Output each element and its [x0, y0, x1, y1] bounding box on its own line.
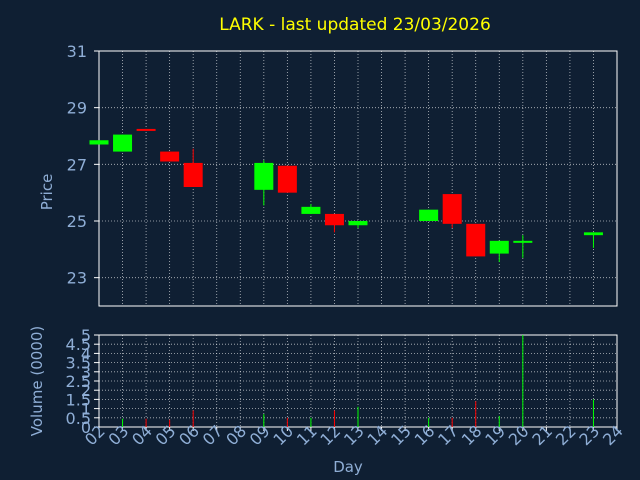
chart-title: LARK - last updated 23/03/2026 [219, 15, 491, 35]
volume-y-tick-label: 0 [81, 418, 91, 437]
price-panel: 23 25 27 29 31 [67, 42, 618, 307]
candle-body [466, 223, 486, 257]
candle-body [254, 162, 274, 190]
candle-body [513, 240, 533, 243]
price-y-tick-label: 23 [67, 269, 87, 288]
candle-body [301, 206, 321, 214]
price-y-tick-label: 29 [67, 99, 87, 118]
candle-body [89, 140, 109, 145]
volume-y-tick-label: 5 [81, 326, 91, 345]
candle-body [583, 232, 603, 236]
price-axis-label: Price [38, 174, 56, 211]
price-y-tick-label: 27 [67, 155, 87, 174]
candle-body [277, 165, 297, 193]
candle-body [183, 162, 203, 187]
volume-y-tick-label: 4.5 [66, 335, 91, 354]
price-y-tick-label: 25 [67, 212, 87, 231]
volume-panel: 00.511.522.533.544.550203040506070809101… [66, 326, 627, 449]
volume-y-tick-label: 4 [81, 344, 91, 363]
candle-body [136, 128, 156, 131]
volume-y-tick-label: 3.5 [66, 354, 91, 373]
volume-y-tick-label: 2 [81, 381, 91, 400]
candle-body [442, 194, 462, 224]
volume-y-tick-label: 1 [81, 400, 91, 419]
candle-body [160, 151, 180, 162]
price-y-tick-label: 31 [67, 42, 87, 61]
volume-y-tick-label: 1.5 [66, 390, 91, 409]
candle-body [489, 240, 509, 254]
candle-body [324, 213, 344, 226]
candle-body [113, 134, 133, 152]
x-tick-label: 24 [599, 421, 627, 449]
volume-y-tick-label: 0.5 [66, 409, 91, 428]
candle-body [348, 221, 368, 226]
volume-y-tick-label: 3 [81, 363, 91, 382]
candle-body [419, 209, 439, 221]
volume-axis-label: Volume (0000) [28, 326, 46, 436]
price-plot-frame [98, 50, 618, 307]
volume-y-tick-label: 2.5 [66, 372, 91, 391]
x-axis-label: Day [333, 458, 363, 476]
